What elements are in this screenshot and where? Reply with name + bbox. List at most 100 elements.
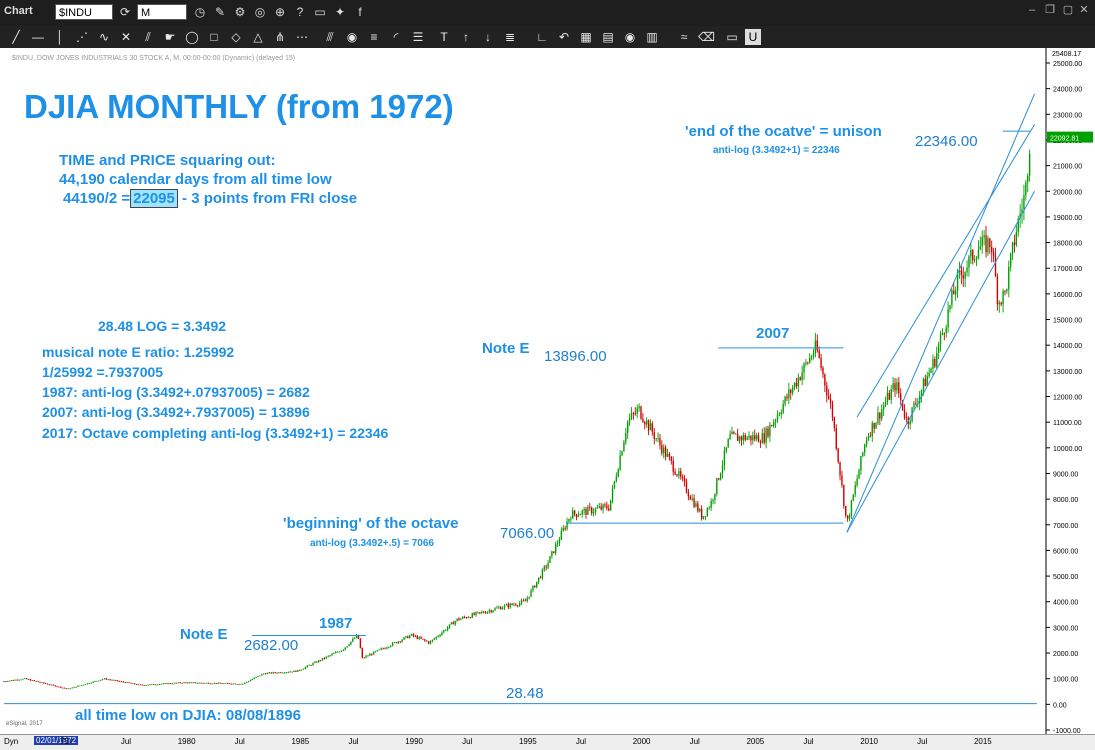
back-tool-icon[interactable]: ↶ [558,30,570,44]
diamond-tool-icon[interactable]: ◇ [231,30,241,44]
candle-body [312,663,314,666]
candle-body [397,641,400,644]
candle-body [136,684,138,686]
candle-body [382,648,384,650]
arrow-down-tool-icon[interactable]: ↓ [485,30,491,44]
pitchfork-tool-icon[interactable]: ⫻ [326,30,334,44]
candle-body [230,683,233,685]
text-tool-icon[interactable]: T [440,30,448,44]
candle-body [175,682,178,684]
candle-body [509,603,511,608]
candle-body [731,431,733,435]
arrow-up-tool-icon[interactable]: ↑ [463,30,469,44]
channel-tool-icon[interactable]: ⫽ [145,30,151,44]
refresh-icon[interactable]: ⟳ [119,5,131,19]
wave-tool-icon[interactable]: ∿ [98,30,110,44]
polyline-tool-icon[interactable]: ⋰ [76,30,88,44]
eye-tool-icon[interactable]: ◉ [624,30,636,44]
top-price-label: 25408.17 [1052,51,1081,58]
maximize-icon[interactable]: ▢ [1062,4,1074,16]
pencil-icon[interactable]: ✎ [214,5,226,19]
candle-body [300,669,303,671]
dynamic-toggle[interactable]: Dyn [4,737,19,746]
candle-body [450,622,453,625]
clock-icon[interactable]: ◷ [194,5,206,19]
eraser-tool-icon[interactable]: ⌫ [698,30,715,44]
candle-body [208,682,210,684]
candle-body [653,432,655,439]
candle-body [581,510,583,515]
candle-body [621,451,623,456]
grid-tool-icon[interactable]: ⋯ [296,30,308,44]
candle-body [700,508,703,519]
candle-body [699,508,701,512]
candle-body [752,435,754,441]
zigzag-tool-icon[interactable]: ≈ [680,30,688,44]
candle-body [422,638,424,640]
candle-body [996,276,999,305]
help-icon[interactable]: ? [296,5,304,19]
candle-body [318,660,320,663]
ellipse-tool-icon[interactable]: ◯ [185,30,199,44]
minimize-icon[interactable]: – [1028,4,1036,16]
fib-tool-icon[interactable]: ≡ [370,30,378,44]
candle-body [109,679,111,681]
candle-body [998,302,1000,305]
y-tick-label: 20000.00 [1053,189,1082,196]
candle-body [365,655,367,658]
twitter-icon[interactable]: ✦ [334,5,346,19]
candle-body [532,585,534,591]
target-icon[interactable]: ◎ [254,5,266,19]
table-tool-icon[interactable]: ▦ [580,30,592,44]
candle-body [754,435,756,440]
candle-body [12,680,15,681]
settings-icon[interactable]: ⚙ [234,5,246,19]
candle-body [956,271,959,291]
candle-body [92,681,94,683]
fan-tool-icon[interactable]: ⋔ [274,30,286,44]
facebook-icon[interactable]: f [358,5,362,19]
circle-tool-icon[interactable]: ◉ [346,30,358,44]
menu-tool-icon[interactable]: ▤ [602,30,614,44]
hand-tool-icon[interactable]: ☛ [164,30,176,44]
crosshair-icon[interactable]: ⊕ [274,5,286,19]
vertical-line-tool-icon[interactable]: │ [56,30,64,44]
list-tool-icon[interactable]: ☰ [412,30,424,44]
level-7066-label: 7066.00 [500,525,555,542]
candle-body [970,250,972,257]
cycle-tool-icon[interactable]: ✕ [120,30,132,44]
restore-icon[interactable]: ❐ [1045,4,1055,16]
candle-body [460,618,462,620]
candle-body [41,682,43,684]
comment-tool-icon[interactable]: ▭ [726,30,738,44]
triangle-tool-icon[interactable]: △ [253,30,263,44]
candle-body [488,610,491,612]
candle-body [88,683,91,685]
candle-body [463,616,466,618]
candle-body [790,389,792,393]
horizontal-line-tool-icon[interactable]: — [32,30,44,44]
candle-body [683,478,686,482]
candle-body [672,460,674,472]
y-tick-label: 24000.00 [1053,87,1082,94]
symbol-input[interactable]: $INDU [55,4,113,20]
candle-body [877,412,879,423]
candle-body [896,382,898,391]
bars-tool-icon[interactable]: ▥ [646,30,658,44]
close-icon[interactable]: ✕ [1079,4,1089,16]
trendline-tool-icon[interactable]: ╱ [12,30,20,44]
rectangle-tool-icon[interactable]: □ [210,30,218,44]
arc-tool-icon[interactable]: ◜ [393,30,399,44]
undo-tool-icon[interactable]: U [745,29,761,45]
candle-body [1011,242,1014,254]
interval-select[interactable]: M [137,4,187,20]
year-1987-label: 1987 [319,615,353,632]
candle-body [585,509,587,515]
end-octave-sub: anti-log (3.3492+1) = 22346 [713,145,840,156]
candle-body [862,452,864,457]
corner-tool-icon[interactable]: ∟ [536,30,548,44]
chat-icon[interactable]: ▭ [314,5,326,19]
lines-tool-icon[interactable]: ≣ [504,30,516,44]
candle-body [484,612,487,614]
candle-body [99,679,102,681]
